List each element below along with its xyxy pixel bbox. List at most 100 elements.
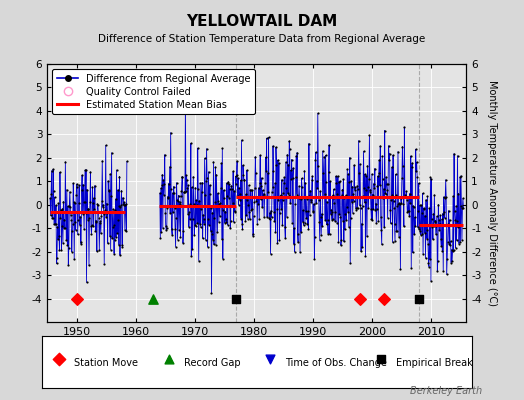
Point — [414, 180, 423, 186]
Point — [454, 224, 462, 230]
Point — [301, 180, 310, 186]
Point — [276, 193, 285, 200]
Point — [219, 255, 227, 262]
Point — [242, 191, 250, 198]
Point — [372, 220, 380, 226]
Point — [226, 218, 235, 224]
Point — [58, 206, 67, 212]
Point — [123, 158, 131, 165]
Point — [271, 180, 279, 186]
Point — [105, 233, 114, 240]
Point — [238, 226, 247, 232]
Point — [231, 208, 239, 215]
Point — [75, 182, 83, 189]
Point — [350, 198, 358, 204]
Point — [49, 166, 57, 172]
Point — [53, 224, 62, 230]
Point — [427, 176, 435, 182]
Point — [62, 209, 70, 215]
Point — [167, 129, 175, 136]
Point — [186, 200, 194, 207]
Point — [63, 186, 71, 193]
Point — [354, 137, 363, 144]
Point — [381, 190, 390, 197]
Point — [85, 214, 94, 221]
Point — [91, 182, 99, 189]
Point — [350, 162, 358, 168]
Point — [369, 180, 378, 187]
Point — [245, 208, 254, 215]
Point — [54, 200, 63, 206]
Point — [96, 230, 105, 237]
Point — [442, 194, 451, 200]
Point — [212, 242, 220, 248]
Point — [369, 191, 377, 198]
Point — [55, 247, 63, 253]
Point — [320, 154, 329, 160]
Point — [235, 184, 243, 191]
Point — [341, 226, 349, 232]
Point — [159, 225, 167, 231]
Point — [300, 195, 308, 202]
Point — [79, 210, 87, 217]
Point — [410, 231, 418, 238]
Point — [97, 213, 105, 219]
Point — [241, 218, 249, 224]
Point — [211, 199, 219, 206]
Point — [84, 217, 92, 223]
Point — [169, 184, 178, 190]
Point — [434, 202, 442, 208]
Point — [353, 183, 362, 189]
Point — [394, 148, 402, 155]
Point — [427, 278, 435, 284]
Point — [227, 186, 236, 193]
Point — [200, 216, 208, 222]
Point — [405, 212, 413, 219]
Point — [248, 187, 257, 194]
Point — [191, 222, 199, 228]
Point — [367, 216, 376, 223]
Point — [163, 194, 172, 200]
Point — [209, 159, 217, 165]
Point — [213, 229, 222, 236]
Point — [250, 185, 259, 191]
Point — [195, 198, 203, 204]
Point — [428, 224, 436, 230]
Point — [442, 271, 451, 278]
Point — [377, 214, 385, 220]
Point — [95, 215, 103, 221]
Point — [336, 178, 344, 184]
Point — [445, 216, 454, 223]
Point — [279, 197, 287, 204]
Point — [351, 186, 359, 193]
Point — [422, 226, 431, 233]
Point — [249, 231, 257, 238]
Point — [316, 188, 324, 194]
Point — [63, 203, 72, 209]
Point — [453, 218, 461, 224]
Point — [347, 199, 356, 205]
Point — [303, 221, 312, 228]
Point — [414, 208, 422, 214]
Point — [286, 200, 294, 206]
Point — [181, 189, 189, 195]
Point — [339, 176, 347, 182]
Point — [71, 200, 79, 206]
Point — [295, 183, 303, 189]
Point — [375, 170, 383, 176]
Point — [99, 204, 107, 210]
Point — [205, 222, 213, 228]
Point — [267, 214, 276, 220]
Point — [190, 201, 198, 207]
Point — [282, 214, 291, 220]
Point — [453, 152, 462, 159]
Point — [387, 197, 395, 203]
Point — [160, 152, 169, 158]
Point — [56, 215, 64, 221]
Point — [171, 226, 179, 232]
Point — [115, 173, 124, 180]
Point — [454, 190, 463, 197]
Point — [363, 162, 372, 169]
Point — [265, 216, 274, 222]
Point — [233, 193, 242, 199]
